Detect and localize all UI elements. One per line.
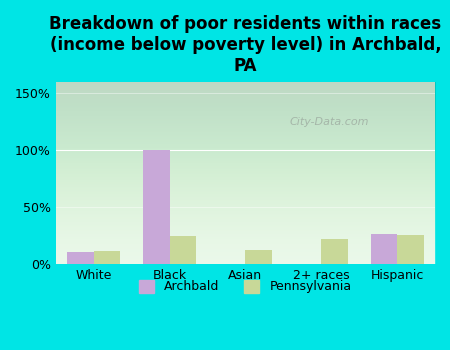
- Bar: [321, 239, 348, 265]
- Legend: Archbald, Pennsylvania: Archbald, Pennsylvania: [134, 275, 356, 299]
- Bar: [143, 150, 170, 265]
- Bar: [67, 252, 94, 265]
- Bar: [397, 235, 423, 265]
- Text: City-Data.com: City-Data.com: [289, 117, 369, 127]
- Bar: [94, 251, 120, 265]
- Bar: [370, 233, 397, 265]
- Bar: [170, 236, 196, 265]
- Title: Breakdown of poor residents within races
(income below poverty level) in Archbal: Breakdown of poor residents within races…: [50, 15, 441, 75]
- Bar: [245, 250, 272, 265]
